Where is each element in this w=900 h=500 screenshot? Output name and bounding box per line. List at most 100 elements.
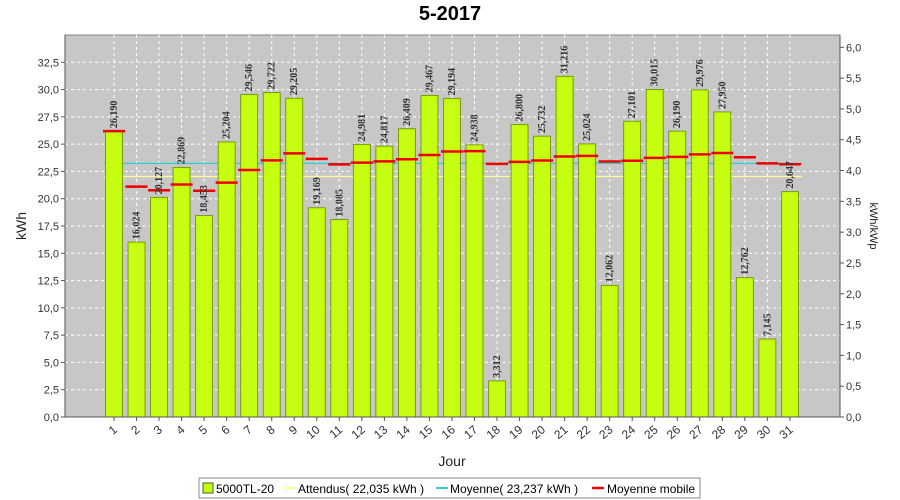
- bar-highlight: [422, 97, 436, 418]
- x-tick-label: 8: [264, 422, 278, 437]
- bar-highlight: [197, 217, 211, 417]
- bar-value-label: 25,204: [222, 111, 233, 139]
- y-tick-label: 12,5: [38, 276, 59, 288]
- x-tick-label: 23: [596, 422, 615, 442]
- legend-swatch-bars: [202, 482, 214, 494]
- bar-highlight: [377, 148, 391, 417]
- bar-value-label: 18,085: [334, 189, 345, 217]
- bar-value-label: 12,062: [605, 255, 616, 283]
- bar-highlight: [400, 130, 414, 417]
- x-tick-label: 18: [484, 422, 503, 442]
- legend-box: [198, 477, 701, 499]
- value-labels-group: 26,190 16,024 20,127 22,869 18,453 25,204 29,5…: [109, 46, 796, 378]
- x-axis-ticks: 1 2 3 4 5 6 7 8 9 10 11 12 13 14 15 16 17 18 19 20 21 22 23 24 2…: [106, 417, 796, 442]
- bar-value-label: 29,722: [267, 62, 278, 90]
- bar-highlight: [738, 279, 752, 417]
- x-tick-label: 10: [303, 422, 322, 442]
- x-tick-label: 24: [619, 422, 638, 442]
- y2-tick-label: 3,5: [846, 196, 861, 208]
- legend-label-moving-average: Moyenne mobile: [607, 482, 695, 496]
- bar-highlight: [175, 169, 189, 417]
- x-tick-label: 31: [777, 422, 796, 442]
- bar-value-label: 25,024: [582, 113, 593, 141]
- y2-tick-label: 0,0: [846, 412, 861, 424]
- bar-highlight: [580, 145, 594, 417]
- y2-tick-label: 1,0: [846, 350, 861, 362]
- legend-label-bars: 5000TL-20: [216, 482, 274, 496]
- x-tick-label: 12: [349, 422, 368, 442]
- y2-tick-label: 2,0: [846, 289, 861, 301]
- y2-tick-label: 5,0: [846, 104, 861, 116]
- x-tick-label: 6: [218, 422, 232, 437]
- bar-value-label: 22,869: [177, 137, 188, 165]
- bar-value-label: 29,194: [447, 68, 458, 96]
- bar-value-label: 29,205: [289, 68, 300, 96]
- bar-value-label: 7,145: [762, 314, 773, 337]
- bar-highlight: [648, 91, 662, 417]
- x-tick-label: 5: [196, 422, 210, 437]
- bar-value-label: 26,190: [109, 101, 120, 129]
- bar-highlight: [287, 100, 301, 417]
- y-tick-label: 22,5: [38, 166, 59, 178]
- legend-label-expected: Attendus( 22,035 kWh ): [298, 482, 424, 496]
- bar-highlight: [220, 143, 234, 418]
- bar-value-label: 12,762: [740, 247, 751, 275]
- y-tick-label: 2,5: [44, 385, 59, 397]
- bar-value-label: 24,817: [379, 116, 390, 144]
- right-axis-ticks: 0,0 0,5 1,0 1,5 2,0 2,5 3,0 3,5 4,0 4,5 5,0 5,5 6,0: [840, 42, 861, 424]
- y-tick-label: 5,0: [44, 357, 59, 369]
- x-tick-label: 19: [506, 422, 525, 442]
- x-tick-label: 7: [241, 422, 255, 437]
- moving-average-group: [103, 129, 801, 192]
- y-tick-label: 15,0: [38, 248, 59, 260]
- bar-value-label: 3,312: [492, 355, 503, 378]
- x-tick-label: 25: [641, 422, 660, 442]
- y2-tick-label: 5,5: [846, 73, 861, 85]
- legend: 5000TL-20 Attendus( 22,035 kWh ) Moyenne…: [198, 477, 701, 499]
- bar-value-label: 30,015: [650, 59, 661, 87]
- bar-highlight: [265, 94, 279, 418]
- x-tick-label: 4: [173, 422, 187, 437]
- left-axis-ticks: 0,0 2,5 5,0 7,5 10,0 12,5 15,0 17,5 20,0 22,5 25,0…: [38, 57, 65, 424]
- bar-highlight: [107, 133, 121, 418]
- bar-highlight: [490, 382, 504, 417]
- bar-highlight: [242, 96, 256, 417]
- bar-highlight: [693, 91, 707, 417]
- x-tick-label: 27: [686, 422, 705, 442]
- bar-value-label: 29,546: [244, 64, 255, 92]
- x-tick-label: 30: [754, 422, 773, 442]
- bar-highlight: [670, 133, 684, 418]
- y-tick-label: 27,5: [38, 112, 59, 124]
- bar-value-label: 29,976: [695, 59, 706, 87]
- bar-highlight: [558, 78, 572, 418]
- x-tick-label: 16: [439, 422, 458, 442]
- bar-value-label: 27,101: [627, 91, 638, 119]
- bar-value-label: 24,938: [469, 114, 480, 142]
- bar-value-label: 26,190: [672, 101, 683, 129]
- x-tick-label: 26: [664, 422, 683, 442]
- bar-value-label: 19,169: [312, 177, 323, 205]
- y2-tick-label: 4,0: [846, 166, 861, 178]
- bar-value-label: 20,647: [785, 161, 796, 189]
- bar-highlight: [310, 209, 324, 417]
- x-tick-label: 2: [128, 422, 142, 437]
- y-tick-label: 10,0: [38, 303, 59, 315]
- y2-tick-label: 6,0: [846, 42, 861, 54]
- y-axis-title: kWh: [13, 212, 29, 240]
- y2-tick-label: 1,5: [846, 320, 861, 332]
- y-tick-label: 7,5: [44, 330, 59, 342]
- legend-label-average: Moyenne( 23,237 kWh ): [450, 482, 578, 496]
- bar-value-label: 16,024: [132, 212, 143, 240]
- bar-highlight: [332, 221, 346, 417]
- bar-highlight: [513, 126, 527, 418]
- y-tick-label: 30,0: [38, 85, 59, 97]
- bar-value-label: 27,950: [717, 81, 728, 109]
- bar-value-label: 20,127: [154, 167, 165, 195]
- y-tick-label: 20,0: [38, 194, 59, 206]
- bar-highlight: [355, 146, 369, 418]
- bar-highlight: [783, 193, 797, 417]
- x-tick-label: 22: [574, 422, 593, 442]
- y-tick-label: 0,0: [44, 412, 59, 424]
- bar-value-label: 26,409: [402, 98, 413, 126]
